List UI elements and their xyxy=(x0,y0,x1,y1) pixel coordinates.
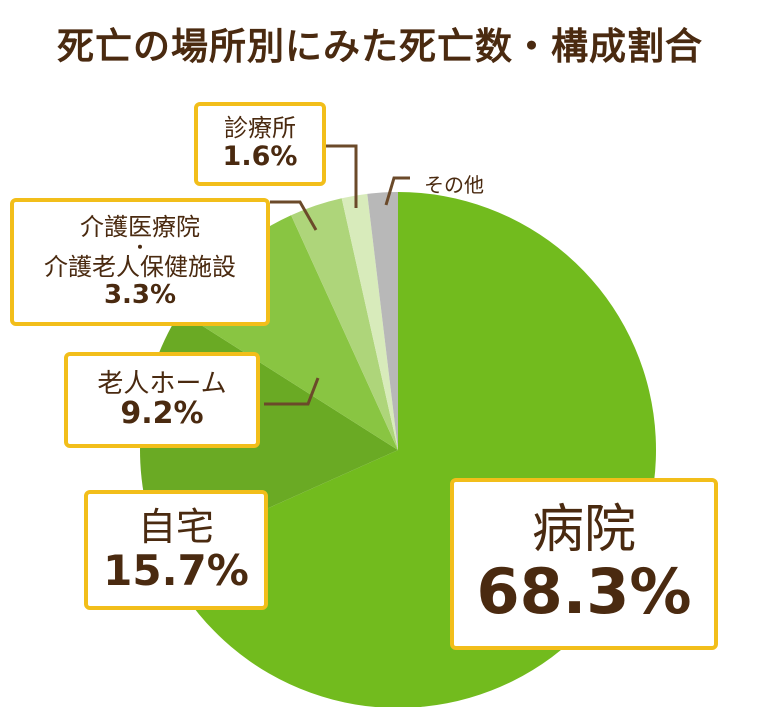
slice-name-clinic: 診療所 xyxy=(224,114,296,143)
slice-name-care-line2: 介護老人保健施設 xyxy=(44,253,236,282)
pie-slice-care xyxy=(291,198,398,450)
slice-value-care-facility: 3.3% xyxy=(103,280,177,311)
slice-name-care-dot: ・ xyxy=(131,237,148,257)
slice-label-home: 自宅 15.7% xyxy=(84,490,268,610)
pie-slice-other xyxy=(367,192,398,450)
slice-label-other: その他 xyxy=(424,173,484,197)
slice-label-clinic: 診療所 1.6% xyxy=(194,102,326,186)
slice-value-home: 15.7% xyxy=(103,545,249,595)
slice-name-nursing-home: 老人ホーム xyxy=(97,368,227,399)
leader-line-clinic xyxy=(326,144,358,208)
pie-slice-clinic xyxy=(341,193,398,450)
slice-name-care-line1: 介護医療院 xyxy=(80,212,200,241)
chart-title: 死亡の場所別にみた死亡数・構成割合 xyxy=(57,25,703,68)
slice-label-nursing-home: 老人ホーム 9.2% xyxy=(64,352,260,448)
leader-line-other xyxy=(384,176,410,206)
slice-name-hospital: 病院 xyxy=(531,500,636,561)
leader-line-nursing xyxy=(264,377,320,406)
slice-value-clinic: 1.6% xyxy=(222,141,298,173)
slice-value-hospital: 68.3% xyxy=(476,554,692,628)
leader-line-care xyxy=(270,200,318,231)
slice-name-home: 自宅 xyxy=(137,504,214,549)
slice-value-nursing-home: 9.2% xyxy=(120,395,204,431)
slice-label-hospital: 病院 68.3% xyxy=(450,478,718,650)
slice-label-care-facility: 介護医療院 ・ 介護老人保健施設 3.3% xyxy=(10,198,270,326)
